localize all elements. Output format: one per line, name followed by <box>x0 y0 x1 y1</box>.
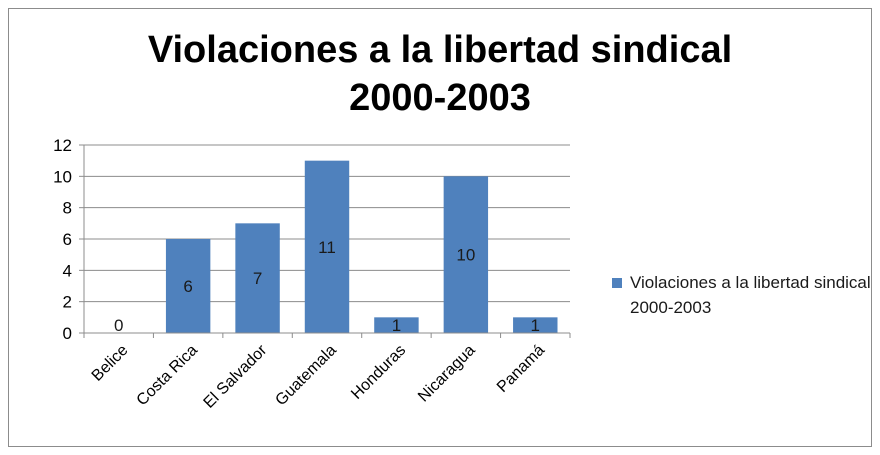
x-tick-label: Costa Rica <box>134 342 201 409</box>
bar <box>374 317 419 333</box>
y-tick-label: 12 <box>53 136 72 155</box>
data-label: 1 <box>392 316 401 335</box>
chart-title: Violaciones a la libertad sindical 2000-… <box>147 29 733 119</box>
legend-label: Violaciones a la libertad sindical 2000-… <box>630 273 871 317</box>
x-tick-label: Panamá <box>494 342 548 396</box>
y-tick-label: 6 <box>63 230 72 249</box>
y-tick-label: 10 <box>53 167 72 186</box>
x-tick-label: El Salvador <box>201 341 271 411</box>
legend-swatch <box>612 278 622 288</box>
bar <box>235 223 280 333</box>
bar <box>165 239 211 333</box>
data-label: 1 <box>531 316 540 335</box>
data-label: 0 <box>114 316 123 335</box>
y-tick-label: 4 <box>63 261 72 280</box>
bars <box>165 160 558 333</box>
chart-frame <box>8 8 872 447</box>
bar <box>304 160 350 333</box>
y-tick-label: 0 <box>63 324 72 343</box>
data-label: 7 <box>253 269 262 288</box>
data-label: 10 <box>456 246 475 265</box>
x-tick-label: Honduras <box>348 342 409 403</box>
x-tick-label: Nicaragua <box>415 342 479 406</box>
x-tick-label: Belice <box>89 342 132 385</box>
y-tick-label: 2 <box>63 293 72 312</box>
data-label: 6 <box>183 277 192 296</box>
x-tick-label: Guatemala <box>272 342 339 409</box>
bar <box>513 317 558 333</box>
bar <box>443 176 489 333</box>
data-label: 11 <box>318 238 336 257</box>
y-tick-label: 8 <box>63 199 72 218</box>
